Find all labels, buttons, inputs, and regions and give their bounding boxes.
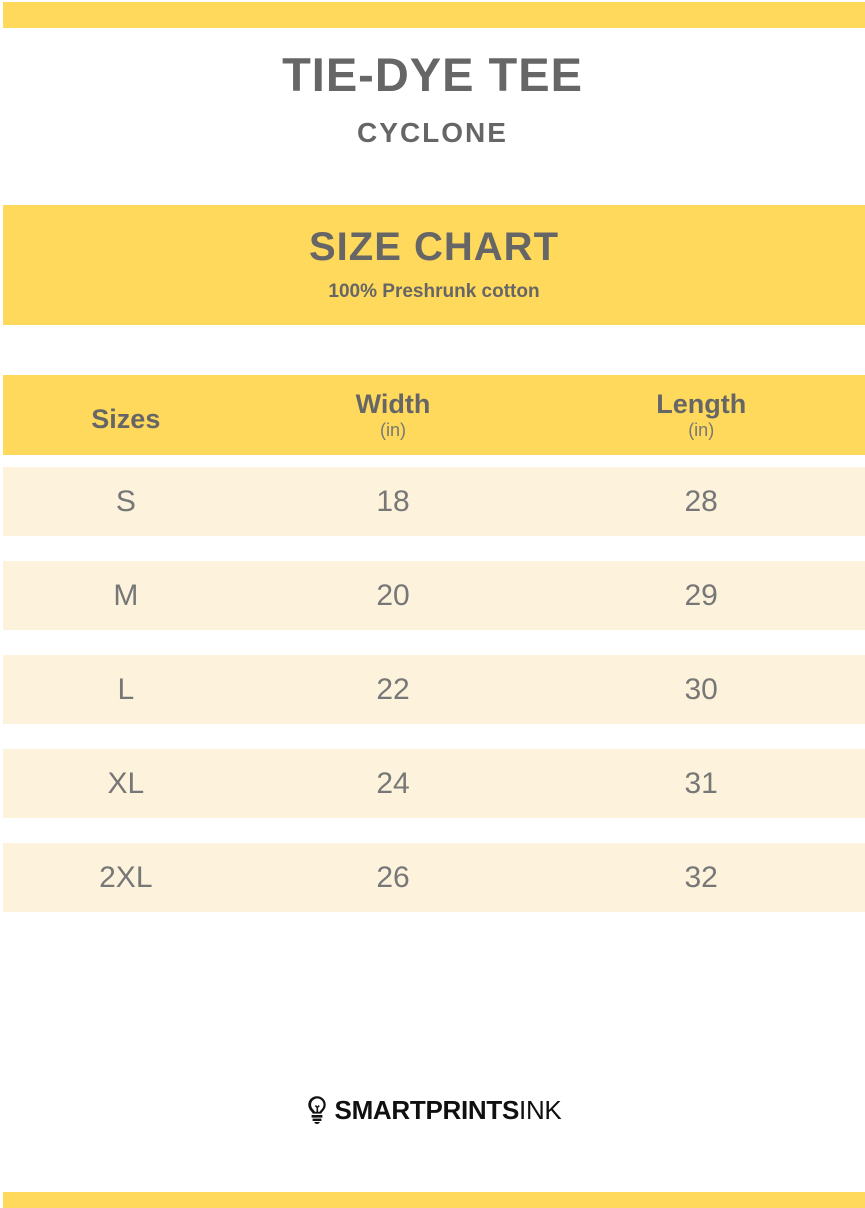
lightbulb-icon (307, 1096, 326, 1124)
table-header-row: Sizes Width (in) Length (in) (3, 375, 865, 455)
column-header-sizes: Sizes (3, 401, 249, 433)
column-header-length-unit: (in) (688, 420, 715, 441)
cell-width: 20 (376, 578, 410, 612)
table-row: M 20 29 (3, 561, 865, 630)
cell-length: 29 (684, 578, 718, 612)
cell-size: XL (107, 766, 145, 800)
table-row: S 18 28 (3, 467, 865, 536)
cell-size: M (113, 578, 139, 612)
brand-logo-text: SMARTPRINTSINK (335, 1097, 562, 1123)
bottom-accent-bar (3, 1192, 865, 1208)
cell-size: S (115, 484, 136, 518)
column-header-width: Width (in) (249, 390, 538, 440)
cell-width: 18 (376, 484, 410, 518)
column-header-length: Length (in) (537, 390, 865, 440)
column-header-width-label: Width (355, 388, 431, 419)
size-table: Sizes Width (in) Length (in) S 18 28 M 2… (3, 375, 865, 912)
brand-name-secondary: INK (519, 1095, 562, 1125)
cell-length: 28 (684, 484, 718, 518)
cell-length: 31 (684, 766, 718, 800)
size-chart-banner: SIZE CHART 100% Preshrunk cotton (3, 205, 865, 325)
column-header-length-label: Length (656, 388, 747, 419)
cell-width: 26 (376, 860, 410, 894)
page-title: TIE-DYE TEE (282, 48, 583, 101)
brand-footer: SMARTPRINTSINK (0, 1095, 865, 1125)
column-header-sizes-label: Sizes (91, 403, 161, 434)
cell-length: 32 (684, 860, 718, 894)
brand-name-primary: SMARTPRINTS (334, 1095, 520, 1125)
top-accent-bar (3, 2, 865, 28)
banner-title: SIZE CHART (309, 225, 559, 269)
cell-size: L (117, 672, 135, 706)
table-row: 2XL 26 32 (3, 843, 865, 912)
column-header-width-unit: (in) (380, 420, 407, 441)
cell-size: 2XL (99, 860, 153, 894)
table-row: XL 24 31 (3, 749, 865, 818)
table-row: L 22 30 (3, 655, 865, 724)
cell-width: 22 (376, 672, 410, 706)
cell-length: 30 (684, 672, 718, 706)
banner-subtitle: 100% Preshrunk cotton (328, 281, 540, 302)
product-title-block: TIE-DYE TEE CYCLONE (0, 50, 865, 149)
page-subtitle: CYCLONE (357, 117, 508, 149)
cell-width: 24 (376, 766, 410, 800)
